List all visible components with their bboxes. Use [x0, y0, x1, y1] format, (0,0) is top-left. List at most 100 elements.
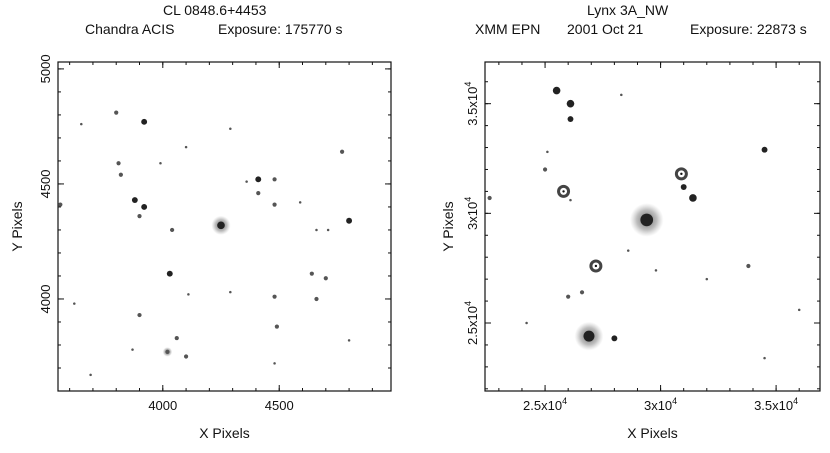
source-point: [761, 146, 768, 153]
source-point: [131, 197, 138, 203]
source-point: [131, 348, 134, 351]
source-point: [114, 110, 119, 115]
source-core: [80, 122, 83, 126]
source-core: [131, 348, 134, 351]
y-axis-label: Y Pixels: [9, 201, 25, 251]
source-point: [589, 259, 603, 273]
chart-right: 2.5x104 3x104 3.5x104 2.5x104 3x104 3.5x104 X …: [440, 61, 821, 441]
source-point: [272, 202, 277, 207]
source-core: [583, 330, 595, 342]
source-point: [272, 177, 277, 182]
source-point: [552, 86, 561, 95]
source-core: [116, 161, 121, 166]
x-tick-label: 3.5x104: [754, 396, 798, 413]
source-point: [159, 161, 162, 165]
x-tick-label: 4500: [265, 398, 294, 413]
source-point: [763, 356, 766, 360]
source-point: [256, 191, 261, 196]
source-point: [298, 201, 302, 204]
source-point: [58, 202, 63, 207]
source-core: [274, 324, 279, 329]
source-core: [705, 277, 709, 281]
source-point: [255, 176, 262, 183]
source-core: [273, 362, 276, 365]
source-core: [611, 335, 618, 342]
source-core: [620, 93, 623, 97]
x-tick-label: 2.5x104: [523, 396, 567, 413]
source-core: [245, 180, 248, 183]
source-core: [118, 172, 123, 177]
x-axis-label: X Pixels: [627, 425, 678, 441]
source-core: [165, 349, 170, 354]
source-core: [347, 339, 351, 342]
source-core: [542, 167, 548, 172]
source-core: [680, 184, 687, 190]
source-core: [626, 249, 630, 252]
source-point: [229, 127, 232, 130]
source-point: [339, 149, 345, 154]
source-point: [557, 184, 571, 198]
source-core: [159, 161, 162, 165]
source-core: [339, 149, 345, 154]
source-point: [347, 339, 351, 342]
source-core: [326, 228, 330, 232]
source-core: [184, 145, 188, 149]
source-point: [89, 373, 92, 377]
source-core: [58, 202, 63, 207]
plot-frame: [484, 61, 821, 392]
source-point: [273, 362, 276, 365]
y-tick-label: 5000: [38, 54, 53, 83]
source-core: [487, 195, 492, 201]
source-point: [272, 294, 277, 299]
source-core: [137, 214, 142, 219]
source-core: [566, 99, 575, 108]
y-tick-label: 4500: [38, 169, 53, 198]
source-point: [211, 215, 231, 235]
source-point: [323, 276, 328, 281]
source-point: [574, 321, 604, 351]
source-point: [487, 195, 492, 201]
source-core: [114, 110, 119, 115]
source-point: [620, 93, 623, 97]
source-core: [525, 321, 528, 325]
source-core: [346, 217, 353, 224]
source-center: [594, 264, 598, 268]
source-point: [629, 203, 664, 237]
source-point: [797, 308, 801, 312]
source-point: [170, 227, 175, 233]
source-point: [118, 172, 123, 177]
x-axis-label: X Pixels: [199, 425, 250, 441]
source-point: [174, 335, 179, 341]
source-core: [654, 269, 658, 272]
source-core: [315, 228, 318, 232]
source-core: [187, 293, 190, 296]
plot-frame: [57, 61, 392, 392]
y-tick-label: 4000: [38, 285, 53, 314]
source-point: [116, 161, 121, 166]
source-point: [183, 354, 189, 359]
source-point: [141, 203, 148, 210]
source-core: [256, 191, 261, 196]
right-title: Lynx 3A_NW: [587, 2, 669, 18]
right-instrument: XMM EPN: [475, 21, 541, 37]
source-core: [141, 203, 148, 210]
source-core: [546, 150, 549, 154]
source-point: [546, 150, 549, 154]
source-point: [567, 116, 574, 122]
source-point: [326, 228, 330, 232]
source-core: [89, 373, 92, 377]
source-point: [746, 263, 751, 269]
source-core: [229, 127, 232, 130]
source-point: [314, 296, 319, 302]
source-point: [654, 269, 658, 272]
source-core: [746, 263, 751, 269]
source-core: [298, 201, 302, 204]
source-core: [567, 116, 574, 122]
source-point: [315, 228, 318, 232]
source-core: [579, 290, 585, 295]
source-core: [141, 118, 148, 125]
source-core: [763, 356, 766, 360]
left-instrument: Chandra ACIS: [85, 21, 175, 37]
source-core: [272, 202, 277, 207]
